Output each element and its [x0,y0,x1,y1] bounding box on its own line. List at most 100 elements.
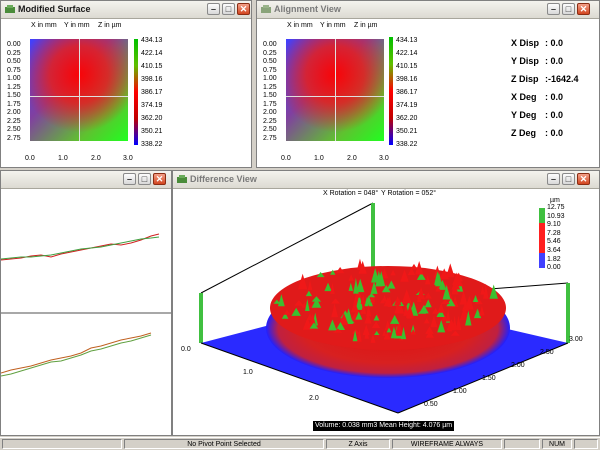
surface-spike [489,284,498,299]
y-tick: 0.50 [7,58,21,65]
scale-label: 374.19 [396,102,418,109]
profile-line-bottom-green [1,334,152,377]
scale-label: 410.15 [396,63,418,70]
surface-spike [424,275,431,285]
surface-spike [394,321,405,336]
side-axis-tick: 1.00 [453,388,467,395]
surface-spike [373,314,380,321]
surface-spike [410,329,417,335]
surface-spike [430,315,438,328]
surface-spike [364,295,373,307]
surface-spike [455,315,462,330]
scale-label: 434.13 [396,37,418,44]
surface-spike [438,284,444,289]
surface-spike [335,266,345,274]
y-tick: 1.00 [7,75,21,82]
minimize-button[interactable]: – [207,3,220,15]
surface-spike [437,302,445,313]
surface-spike [387,280,396,289]
surface-spike [335,321,346,331]
readout-value: : 0.0 [545,110,564,120]
title-bar[interactable]: Alignment View – □ ✕ [257,1,599,19]
surface-spike [291,307,301,316]
surface-spike [302,317,313,330]
maximize-button[interactable]: □ [562,3,575,15]
surface-spike [360,303,367,314]
surface-spike [324,282,332,292]
x-tick-1: 1.0 [314,155,324,162]
surface-spike [417,286,426,300]
scale-label: 410.15 [141,63,163,70]
surface-spike [474,298,483,305]
surface-spikes [273,258,498,343]
crosshair-v [79,39,80,141]
y-tick: 2.25 [263,117,277,125]
status-pivot: No Pivot Point Selected [124,439,324,449]
surface-spike [383,296,393,307]
front-axis-tick: 1.0 [243,369,253,376]
maximize-button[interactable]: □ [222,3,235,15]
surface-spike [472,294,479,302]
surface-spike [459,290,468,305]
scale-unit: µm [550,197,560,204]
minimize-button[interactable]: – [547,173,560,185]
close-button[interactable]: ✕ [577,3,590,15]
close-button[interactable]: ✕ [237,3,250,15]
surface-spike [473,308,482,319]
axis-front-right [397,342,569,414]
status-blank-3 [574,439,598,449]
close-button[interactable]: ✕ [577,173,590,185]
profile-line-bottom-red [1,332,152,374]
y-tick: 2.50 [263,126,277,133]
status-mode: WIREFRAME ALWAYS [392,439,502,449]
maximize-button[interactable]: □ [562,173,575,185]
minimize-button[interactable]: – [547,3,560,15]
y-tick: 2.00 [7,109,21,116]
surface-spike [401,289,412,304]
scale-label: 350.21 [141,128,163,135]
surface-spike [367,293,376,298]
profile-line-top-red [1,233,160,261]
color-scale-bar [389,37,393,145]
3d-surface-plot[interactable] [173,188,600,436]
surface-spike [424,292,432,299]
x-tick-3: 3.0 [123,155,133,162]
axis-marker-left [199,293,203,343]
x-header: X in mm [287,22,313,29]
scale-label: 386.17 [396,89,418,96]
diff-scale-label: 10.93 [547,212,565,220]
readout-label: X Disp [511,38,540,48]
window-title: Alignment View [274,4,341,14]
profile-line-top-green [1,236,160,260]
surface-spike [435,272,443,287]
minimize-button[interactable]: – [123,173,136,185]
color-scale-bar [134,39,138,145]
surface-spike [405,303,414,318]
y-tick: 1.25 [263,83,277,91]
title-bar[interactable]: Difference View – □ ✕ [173,171,599,189]
profile-plots [1,233,171,377]
readout-value: : 0.0 [545,38,564,48]
surface-spike [307,280,313,291]
y-tick: 1.25 [7,83,21,91]
y-tick: 0.00 [7,41,21,48]
y-tick: 2.75 [263,134,277,142]
window-title: Difference View [190,174,257,184]
surface-spike [447,323,453,332]
close-button[interactable]: ✕ [153,173,166,185]
x-tick-2: 2.0 [347,155,357,162]
readout-value: : 0.0 [545,92,564,102]
x-tick-2: 2.0 [91,155,101,162]
surface-spike [281,312,289,319]
title-bar[interactable]: Modified Surface – □ ✕ [1,1,251,19]
surface-spike [450,330,460,336]
y-tick: 1.75 [263,100,277,108]
diff-scale-label: 12.75 [547,204,565,211]
y-tick: 2.50 [7,126,21,133]
surface-spike [330,269,336,275]
title-bar[interactable]: – □ ✕ [1,171,171,189]
surface-spike [364,313,372,324]
surface-spike [410,263,418,270]
maximize-button[interactable]: □ [138,173,151,185]
surface-spike [445,263,455,278]
